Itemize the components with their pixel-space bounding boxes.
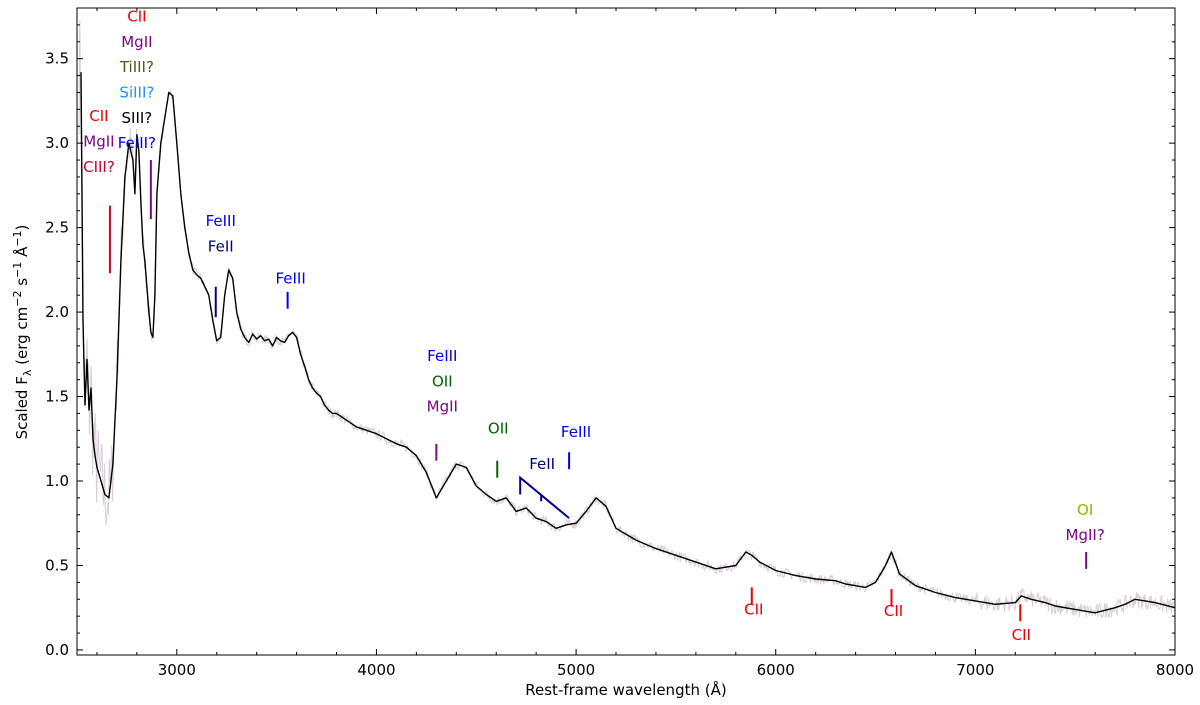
y-tick-label: 1.0 [45,472,69,490]
line-id-label: CII [89,107,108,125]
y-axis-label: Scaled Fλ (erg cm−2 s−1 Å−1) [11,225,34,440]
line-id-label: FeII [529,455,555,473]
line-id-label: CIII? [83,158,115,176]
line-id-label: OII [432,372,453,390]
line-id-label: MgII [121,33,152,51]
line-id-label: CII [744,600,763,618]
plot-frame [76,7,1176,656]
line-id-label: OI [1077,501,1093,519]
feii-bracket [519,475,570,519]
line-id-label: SiIII? [119,84,154,102]
line-id-label: CII [127,8,146,26]
line-id-label: FeIII? [118,134,156,152]
y-tick-label: 1.5 [45,388,69,406]
line-id-labels: CII MgII CIII? CII MgII TiIII? SiIII? SIII? FeII… [83,8,1105,644]
y-tick-label: 0.0 [45,641,69,659]
x-tick-label: 7000 [956,661,994,679]
line-id-label: OII [488,420,509,438]
line-id-label: FeIII [427,347,457,365]
x-axis-ticks: 3000 4000 5000 6000 7000 8000 [96,8,1194,679]
y-axis-ticks: 0.0 0.5 1.0 1.5 2.0 2.5 3.0 3.5 [45,24,1175,659]
y-tick-label: 3.5 [45,50,69,68]
line-id-label: MgII [427,398,458,416]
y-tick-label: 0.5 [45,556,69,574]
x-axis-label: Rest-frame wavelength (Å) [525,680,726,699]
smoothed-spectrum-line [80,72,1176,614]
y-tick-label: 2.5 [45,219,69,237]
x-tick-label: 5000 [557,661,595,679]
line-id-marks [108,160,1088,622]
line-id-label: SIII? [122,109,153,127]
line-id-label: FeIII [561,423,591,441]
x-tick-label: 3000 [158,661,196,679]
x-tick-label: 8000 [1156,661,1194,679]
line-id-label: FeIII [206,212,236,230]
line-id-label: FeII [208,237,234,255]
y-tick-label: 3.0 [45,134,69,152]
series-layer [80,72,1176,614]
x-tick-label: 6000 [757,661,795,679]
line-id-label: MgII? [1066,526,1105,544]
x-tick-label: 4000 [357,661,395,679]
line-id-label: CII [884,602,903,620]
line-id-label: FeIII [275,269,305,287]
plot-background [77,8,1175,655]
line-id-label: CII [1012,626,1031,644]
line-id-label: MgII [83,133,114,151]
y-tick-label: 2.0 [45,303,69,321]
line-id-label: TiIII? [119,58,154,76]
